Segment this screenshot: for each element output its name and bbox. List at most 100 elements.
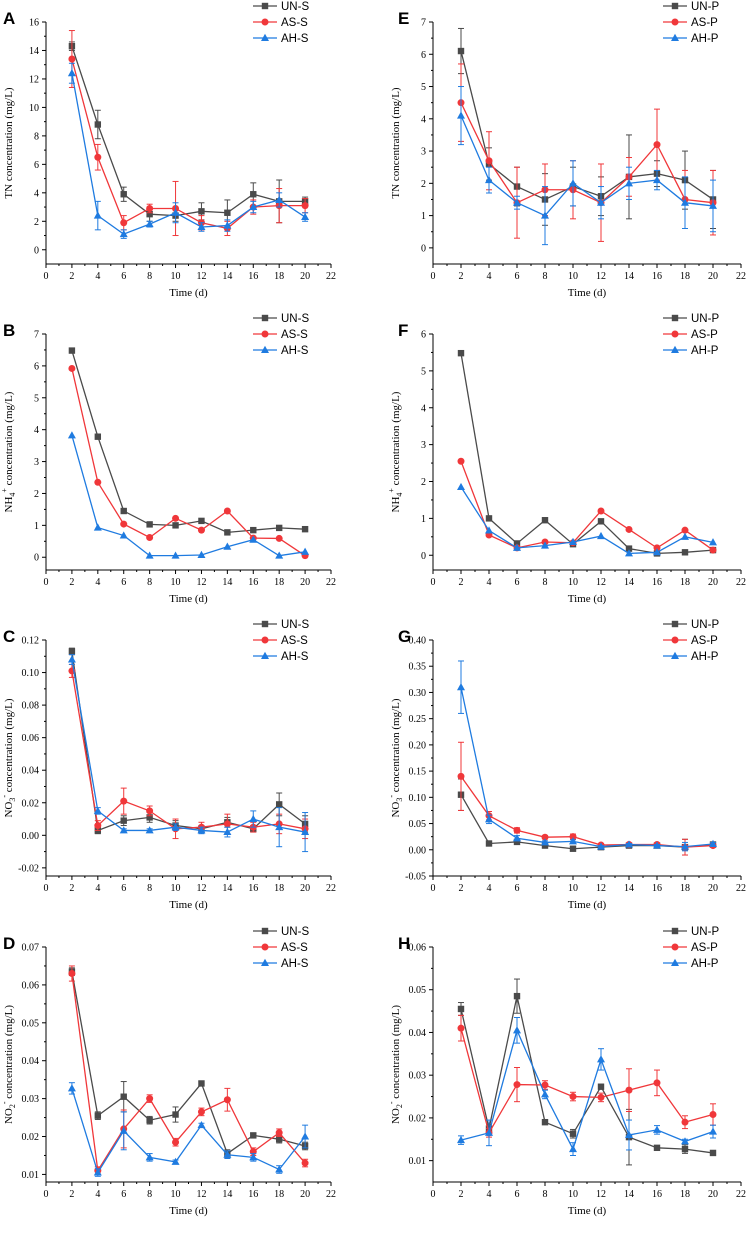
x-tick-label: 22: [736, 271, 746, 282]
y-tick-label: 0.06: [22, 980, 40, 991]
x-tick-label: 2: [459, 1189, 464, 1200]
legend-marker-circle: [671, 18, 679, 26]
y-tick-label: 1: [34, 521, 39, 532]
y-tick-label: 0.02: [409, 1113, 427, 1124]
legend-marker-circle: [261, 18, 269, 26]
x-tick-label: 16: [248, 577, 258, 588]
x-tick-label: 18: [274, 883, 284, 894]
data-point-square: [653, 1144, 661, 1152]
data-point-circle: [569, 833, 577, 841]
data-point-triangle: [197, 1120, 206, 1129]
y-title-base: NO: [3, 802, 15, 818]
series-line: [71, 58, 306, 230]
y-title-sub: 3: [8, 798, 17, 802]
data-point-circle: [275, 534, 283, 542]
data-point-triangle: [569, 1144, 577, 1153]
x-tick-label: 18: [680, 271, 690, 282]
data-point-circle: [146, 533, 154, 541]
y-tick-label: 0.06: [22, 733, 40, 744]
legend-marker-triangle: [261, 33, 269, 41]
series-AH-P: [457, 86, 717, 246]
x-tick-label: 16: [248, 883, 258, 894]
legend-marker-triangle: [261, 651, 269, 659]
series-line: [460, 995, 714, 1154]
series-UN-S: [68, 347, 309, 536]
legend-marker-circle: [261, 943, 269, 951]
data-point-triangle: [513, 1026, 521, 1034]
x-tick-label: 12: [596, 1189, 606, 1200]
x-axis-title: Time (d): [568, 899, 607, 911]
data-point-triangle: [541, 211, 549, 219]
y-axis-title: NO2- concentration (mg/L): [0, 1005, 17, 1124]
data-point-square: [120, 191, 127, 198]
y-axis-title: NH4+ concentration (mg/L): [387, 391, 404, 512]
y-tick-label: 0.04: [409, 1028, 427, 1039]
legend-marker-square: [261, 314, 269, 322]
legend-marker-square: [261, 927, 269, 935]
data-point-square: [198, 208, 205, 215]
y-tick-label: 0.01: [22, 1170, 40, 1181]
x-tick-label: 4: [487, 1189, 492, 1200]
data-point-triangle: [197, 222, 206, 230]
x-tick-label: 2: [69, 577, 74, 588]
panel-letter: G: [398, 627, 411, 646]
data-point-circle: [681, 1118, 689, 1126]
data-point-circle: [120, 797, 128, 805]
x-tick-label: 8: [147, 883, 152, 894]
x-tick-label: 2: [69, 883, 74, 894]
y-tick-label: 0.00: [409, 845, 427, 856]
legend-marker-triangle: [261, 345, 269, 353]
data-point-circle: [513, 826, 521, 834]
series-UN-S: [68, 967, 309, 1158]
data-point-circle: [301, 202, 309, 210]
y-tick-label: 0.06: [409, 943, 427, 954]
legend-marker-square: [261, 620, 269, 628]
data-point-square: [301, 525, 309, 533]
series-line: [71, 73, 306, 235]
data-point-triangle: [197, 550, 206, 559]
data-point-triangle: [301, 1132, 310, 1140]
data-point-triangle: [653, 1125, 661, 1133]
data-point-square: [250, 526, 257, 534]
series-line: [460, 486, 714, 555]
y-tick-label: 10: [29, 103, 39, 114]
data-point-square: [681, 1145, 689, 1153]
y-title-rest: concentration (mg/L): [390, 391, 402, 488]
data-point-triangle: [625, 840, 633, 848]
y-title-sub: 2: [395, 1104, 404, 1108]
legend-label: AS-S: [281, 329, 308, 341]
data-point-triangle: [597, 531, 605, 540]
data-point-triangle: [93, 1168, 102, 1176]
data-point-square: [198, 517, 205, 525]
legend-label: AH-S: [281, 958, 309, 970]
data-point-circle: [681, 526, 689, 534]
data-point-circle: [457, 1024, 465, 1032]
data-point-triangle: [709, 1127, 717, 1135]
legend-label: UN-P: [691, 1, 719, 13]
y-tick-label: 0.07: [22, 943, 40, 954]
data-point-triangle: [67, 431, 76, 439]
y-title-base: NO: [390, 802, 402, 818]
data-point-square: [541, 1118, 549, 1126]
data-point-circle: [68, 55, 76, 63]
legend-marker-triangle: [671, 33, 679, 41]
x-tick-label: 20: [300, 577, 310, 588]
data-point-circle: [485, 157, 493, 165]
x-tick-label: 22: [326, 271, 336, 282]
panel-letter: B: [3, 321, 15, 340]
data-point-circle: [301, 1159, 309, 1167]
data-point-triangle: [67, 655, 76, 663]
data-point-triangle: [223, 827, 232, 836]
x-tick-label: 18: [680, 1189, 690, 1200]
data-point-square: [146, 210, 153, 218]
series-line: [460, 1028, 714, 1151]
legend-marker-triangle: [261, 958, 269, 966]
y-title-base: NO: [3, 1108, 15, 1124]
series-AH-P: [457, 660, 717, 852]
y-tick-label: 12: [29, 74, 39, 85]
x-tick-label: 10: [568, 577, 578, 588]
data-point-circle: [653, 141, 661, 149]
data-point-square: [275, 1135, 283, 1143]
x-tick-label: 2: [69, 271, 74, 282]
series-UN-S: [68, 41, 309, 227]
